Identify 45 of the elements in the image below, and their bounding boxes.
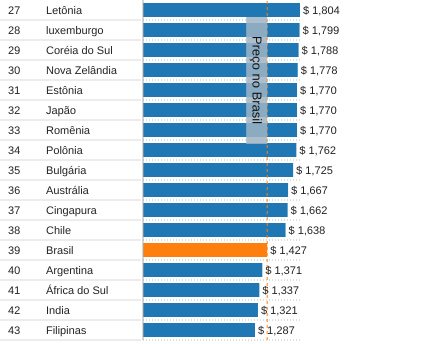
category-label: 35 Bulgária: [8, 165, 86, 177]
data-label: $ 1,725: [296, 165, 333, 177]
data-label: $ 1,638: [288, 225, 326, 237]
data-label: $ 1,804: [303, 5, 340, 17]
category-label: 31 Estônia: [8, 85, 83, 97]
data-label: $ 1,667: [291, 185, 328, 197]
bar: [143, 263, 262, 277]
data-label: $ 1,770: [300, 85, 337, 97]
category-label: 29 Coréia do Sul: [8, 45, 113, 57]
category-label: 38 Chile: [8, 225, 72, 237]
data-label: $ 1,321: [260, 305, 298, 317]
bar: [143, 303, 258, 317]
bar: [143, 203, 288, 217]
category-label: 36 Austrália: [8, 185, 89, 197]
bar: [143, 323, 256, 337]
bar: [143, 163, 294, 177]
category-label: 32 Japão: [8, 105, 76, 117]
category-label: 33 Romênia: [8, 125, 90, 137]
data-label: $ 1,788: [302, 45, 338, 57]
category-label: 41 África do Sul: [8, 285, 108, 297]
data-label: $ 1,762: [299, 145, 336, 157]
category-label: 37 Cingapura: [8, 205, 97, 217]
data-label: $ 1,770: [300, 125, 337, 137]
bar: [143, 143, 296, 157]
data-label: $ 1,662: [290, 205, 328, 217]
category-label: 42 India: [8, 305, 70, 317]
category-label: 40 Argentina: [8, 265, 94, 277]
data-label: $ 1,337: [262, 285, 300, 297]
category-label: 43 Filipinas: [8, 325, 86, 337]
category-label: 30 Nova Zelândia: [8, 65, 117, 77]
bar: [143, 3, 300, 17]
data-label: $ 1,778: [300, 65, 338, 77]
bar: [143, 223, 286, 237]
category-label: 34 Polônia: [8, 145, 83, 157]
ref-line-label: Preço no Brasil: [250, 36, 265, 124]
data-label: $ 1,371: [265, 265, 302, 277]
bar: [143, 283, 260, 297]
category-label: 39 Brasil: [8, 245, 74, 257]
data-label: $ 1,427: [270, 245, 307, 257]
category-label: 28 luxemburgo: [8, 25, 104, 37]
category-label: 27 Letônia: [8, 5, 82, 17]
data-label: $ 1,799: [302, 25, 340, 37]
data-label: $ 1,287: [258, 325, 295, 337]
data-label: $ 1,770: [300, 105, 337, 117]
bar: [143, 183, 288, 197]
